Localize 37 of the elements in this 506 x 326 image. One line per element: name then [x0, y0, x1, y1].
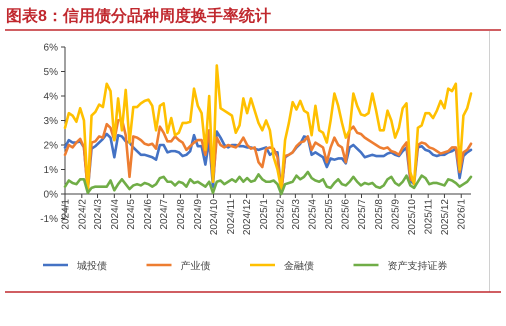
y-tick-label: -1% [40, 214, 58, 225]
x-tick-label: 2024/3 [93, 198, 104, 230]
x-tick-label: 2024/10 [209, 198, 220, 236]
legend-label: 产业债 [180, 260, 210, 272]
x-tick-label: 2024/5 [126, 198, 138, 230]
y-tick-label: 1% [44, 165, 58, 176]
x-tick-label: 2025/3 [290, 198, 302, 230]
title: 图表8：信用债分品种周度换手率统计 [6, 8, 271, 25]
x-tick-label: 2025/12 [440, 198, 451, 236]
y-tick-label: 6% [44, 42, 58, 54]
x-tick-label: 2024/8 [176, 198, 187, 230]
legend-label: 城投债 [76, 260, 107, 272]
x-tick-label: 2024/11 [226, 198, 237, 234]
x-tick-label: 2024/2 [77, 198, 88, 230]
x-tick-label: 2025/7 [357, 198, 368, 230]
x-tick-label: 2025/10 [406, 198, 418, 236]
x-tick-label: 2025/5 [324, 198, 335, 230]
y-tick-label: 5% [44, 67, 58, 78]
x-tick-label: 2024/9 [192, 198, 204, 230]
x-tick-label: 2025/6 [340, 198, 352, 230]
x-tick-label: 2025/9 [390, 198, 402, 230]
x-tick-label: 2024/4 [110, 198, 121, 230]
x-tick-label: 2025/1 [258, 198, 270, 230]
x-tick-label: 2025/8 [374, 198, 385, 230]
x-tick-label: 2024/12 [242, 198, 254, 236]
x-tick-label: 2024/6 [142, 198, 154, 230]
x-tick-label: 2025/11 [424, 198, 435, 234]
y-tick-label: 2% [44, 140, 58, 152]
x-tick-label: 2024/7 [159, 198, 170, 230]
legend-label: 金融债 [284, 260, 314, 272]
x-tick-label: 2026/1 [456, 198, 468, 230]
legend-label: 资产支持证券 [388, 260, 448, 272]
x-tick-label: 2025/2 [276, 198, 287, 230]
y-tick-label: 0% [44, 190, 58, 200]
y-tick-label: 3% [44, 116, 58, 127]
x-tick-label: 2025/4 [308, 198, 319, 230]
y-tick-label: 4% [44, 92, 58, 102]
